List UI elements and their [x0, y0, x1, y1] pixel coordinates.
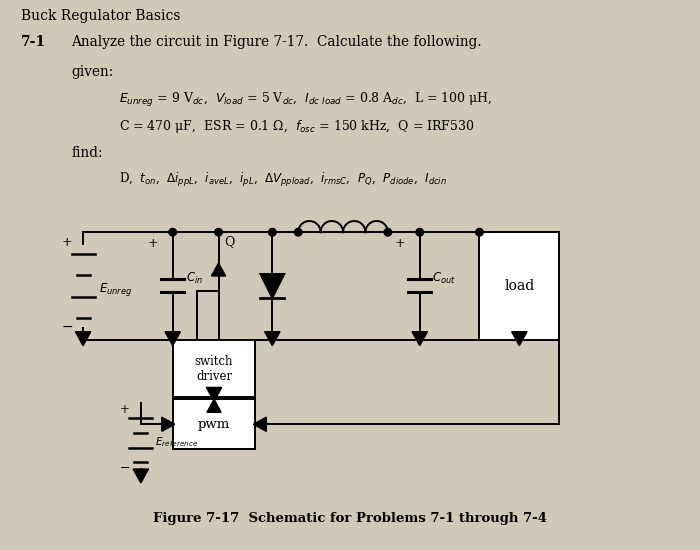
Text: +: +: [120, 403, 130, 416]
Polygon shape: [260, 274, 284, 298]
Polygon shape: [211, 263, 225, 276]
Text: $E_{unreg}$: $E_{unreg}$: [99, 282, 132, 299]
Circle shape: [384, 228, 391, 236]
Text: +: +: [62, 236, 72, 249]
Text: Buck Regulator Basics: Buck Regulator Basics: [21, 9, 181, 23]
Text: $C_{out}$: $C_{out}$: [432, 271, 456, 285]
Text: pwm: pwm: [198, 418, 230, 431]
Circle shape: [169, 228, 176, 236]
Text: −: −: [62, 320, 73, 334]
Text: D,  $t_{on}$,  $\Delta i_{pp L}$,  $i_{ave L}$,  $i_{p L}$,  $\Delta V_{pp load}: D, $t_{on}$, $\Delta i_{pp L}$, $i_{ave …: [119, 170, 447, 189]
Polygon shape: [412, 332, 428, 345]
Polygon shape: [133, 469, 148, 483]
Text: Analyze the circuit in Figure 7-17.  Calculate the following.: Analyze the circuit in Figure 7-17. Calc…: [71, 35, 482, 49]
Polygon shape: [512, 332, 527, 345]
Polygon shape: [165, 332, 181, 345]
Text: +: +: [395, 237, 405, 250]
Bar: [480, 232, 559, 340]
Text: $E_{reference}$: $E_{reference}$: [155, 435, 198, 449]
Polygon shape: [162, 417, 175, 431]
Polygon shape: [206, 387, 222, 402]
Circle shape: [295, 228, 302, 236]
Polygon shape: [253, 417, 266, 431]
Text: C = 470 μF,  ESR = 0.1 Ω,  $f_{osc}$ = 150 kHz,  Q = IRF530: C = 470 μF, ESR = 0.1 Ω, $f_{osc}$ = 150…: [119, 118, 475, 135]
Circle shape: [476, 228, 483, 236]
Polygon shape: [76, 332, 91, 345]
Bar: [173, 340, 256, 398]
Text: $E_{unreg}$ = 9 V$_{dc}$,  $V_{load}$ = 5 V$_{dc}$,  $I_{dc\ load}$ = 0.8 A$_{dc: $E_{unreg}$ = 9 V$_{dc}$, $V_{load}$ = 5…: [119, 91, 492, 109]
Circle shape: [269, 228, 276, 236]
Bar: [1, 2, 699, 195]
Text: +: +: [148, 237, 158, 250]
Text: Figure 7-17  Schematic for Problems 7-1 through 7-4: Figure 7-17 Schematic for Problems 7-1 t…: [153, 512, 547, 525]
Text: find:: find:: [71, 146, 103, 159]
Text: 7-1: 7-1: [21, 35, 46, 49]
Polygon shape: [265, 332, 280, 345]
Text: switch
driver: switch driver: [195, 355, 233, 383]
Text: −: −: [120, 462, 130, 475]
Text: given:: given:: [71, 65, 113, 79]
Text: Q: Q: [225, 235, 235, 248]
Text: $C_{in}$: $C_{in}$: [186, 271, 203, 285]
Polygon shape: [207, 399, 221, 412]
Circle shape: [416, 228, 423, 236]
Bar: [173, 399, 256, 449]
Circle shape: [215, 228, 223, 236]
Text: load: load: [504, 279, 535, 293]
